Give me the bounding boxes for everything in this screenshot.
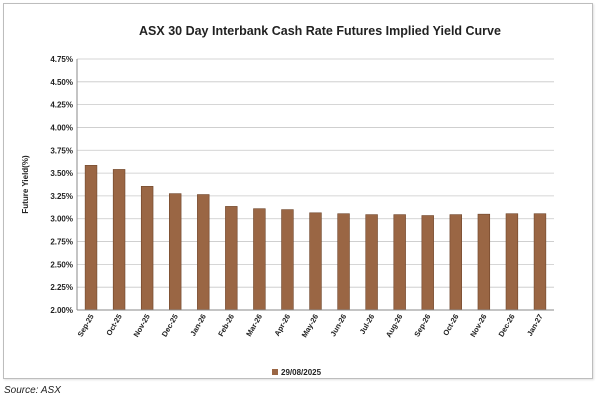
bar-chart: ASX 30 Day Interbank Cash Rate Futures I… <box>21 24 554 377</box>
x-tick-label: Sep-26 <box>412 313 432 339</box>
x-tick-label: Jun-26 <box>328 313 348 338</box>
y-tick-label: 4.50% <box>50 78 73 87</box>
x-tick-label: Feb-26 <box>216 313 236 338</box>
y-tick-label: 4.75% <box>50 55 73 64</box>
y-tick-label: 3.25% <box>50 192 73 201</box>
bar <box>309 212 322 311</box>
y-axis-ticks: 2.00% 2.25% 2.50% 2.75% 3.00% 3.25% 3.50% 3.75%… <box>50 55 73 315</box>
bar <box>112 169 126 311</box>
bar <box>281 209 294 311</box>
bar <box>140 186 154 311</box>
y-tick-label: 2.75% <box>50 238 73 247</box>
bar <box>449 214 462 311</box>
bar <box>169 193 182 311</box>
y-tick-label: 3.75% <box>50 146 73 155</box>
y-axis-label: Future Yield(%) <box>21 155 30 214</box>
legend: 29/08/2025 <box>272 368 322 377</box>
chart-title: ASX 30 Day Interbank Cash Rate Futures I… <box>139 24 501 38</box>
legend-label: 29/08/2025 <box>281 368 322 377</box>
x-tick-label: Oct-25 <box>104 313 123 338</box>
y-tick-label: 2.50% <box>50 260 73 269</box>
x-tick-label: Sep-25 <box>76 313 96 339</box>
x-tick-label: Aug-26 <box>384 313 405 340</box>
x-tick-label: Dec-26 <box>497 312 517 338</box>
y-tick-label: 2.00% <box>50 306 73 315</box>
x-tick-label: Nov-26 <box>468 313 488 339</box>
x-tick-label: Jan-26 <box>188 313 208 338</box>
legend-swatch <box>272 369 278 375</box>
bar <box>533 213 547 311</box>
y-tick-label: 3.00% <box>50 215 73 224</box>
bar <box>393 214 406 311</box>
x-tick-label: Jan-27 <box>525 313 545 338</box>
x-tick-label: Oct-26 <box>441 313 460 338</box>
x-tick-label: Mar-26 <box>244 313 264 338</box>
bar <box>197 194 210 311</box>
bar <box>505 213 519 311</box>
x-tick-label: Nov-25 <box>132 313 152 339</box>
bar <box>225 206 238 311</box>
bar <box>337 213 350 311</box>
x-tick-label: Apr-26 <box>272 313 292 338</box>
bars <box>84 165 547 311</box>
bar <box>84 165 98 311</box>
x-tick-label: Jul-26 <box>358 313 377 336</box>
y-tick-label: 4.00% <box>50 123 73 132</box>
bar <box>253 208 266 311</box>
x-tick-label: May-26 <box>300 313 321 340</box>
bar <box>365 214 378 311</box>
source-note: Source: ASX <box>4 385 61 396</box>
y-tick-label: 2.25% <box>50 283 73 292</box>
x-tick-label: Dec-25 <box>160 313 180 339</box>
bar <box>421 215 434 311</box>
y-tick-label: 3.50% <box>50 169 73 178</box>
x-axis-ticks: Sep-25 Oct-25 Nov-25 Dec-25 Jan-26 Feb-26 Mar-… <box>76 312 545 339</box>
y-tick-label: 4.25% <box>50 101 73 110</box>
bar <box>477 213 491 311</box>
chart-frame: ASX 30 Day Interbank Cash Rate Futures I… <box>3 3 593 379</box>
